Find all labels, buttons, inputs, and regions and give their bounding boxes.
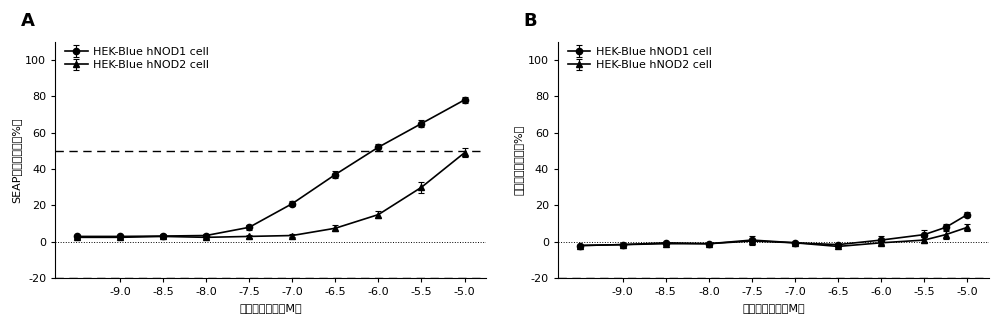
X-axis label: 样品浓度对数（M）: 样品浓度对数（M） <box>239 303 302 313</box>
X-axis label: 样品浓度对数（M）: 样品浓度对数（M） <box>742 303 805 313</box>
Text: A: A <box>21 12 35 30</box>
Legend: HEK-Blue hNOD1 cell, HEK-Blue hNOD2 cell: HEK-Blue hNOD1 cell, HEK-Blue hNOD2 cell <box>61 42 214 75</box>
Y-axis label: 细胞生长抑制率（%）: 细胞生长抑制率（%） <box>514 125 524 195</box>
Y-axis label: SEAP释放抑制率（%）: SEAP释放抑制率（%） <box>11 117 21 203</box>
Text: B: B <box>524 12 537 30</box>
Legend: HEK-Blue hNOD1 cell, HEK-Blue hNOD2 cell: HEK-Blue hNOD1 cell, HEK-Blue hNOD2 cell <box>564 42 716 75</box>
